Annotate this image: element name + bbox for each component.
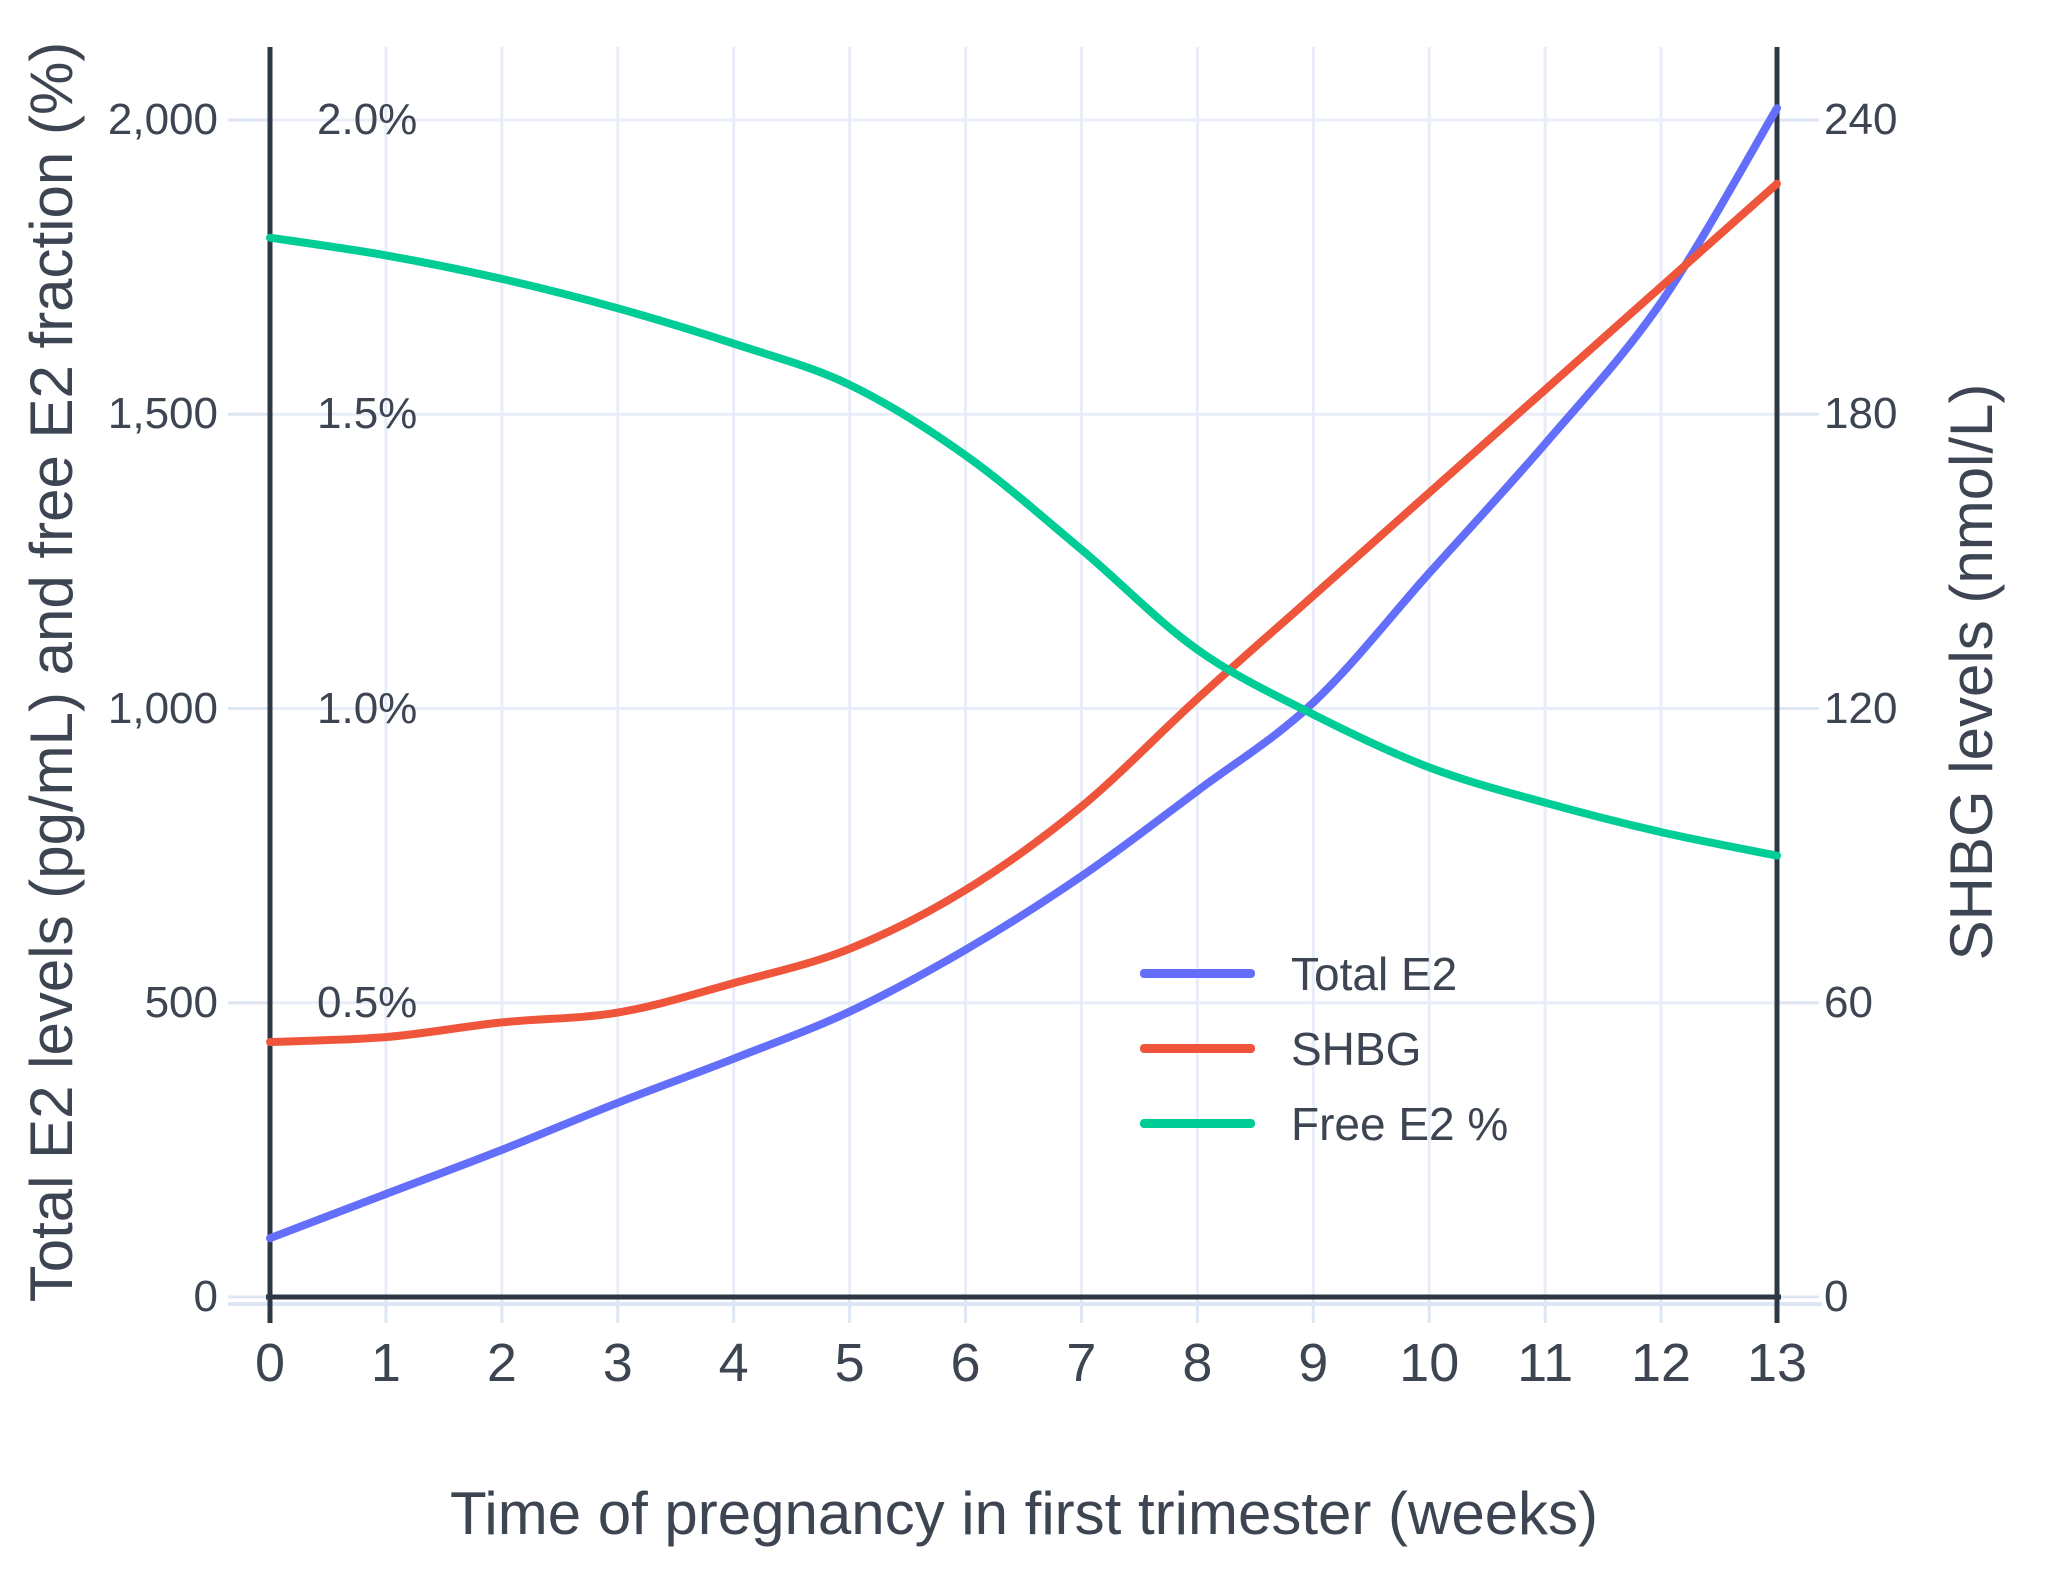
- y-percent-tick-label: 0.5%: [317, 977, 418, 1027]
- y-percent-tick-label: 1.5%: [317, 389, 418, 439]
- x-tick-label: 11: [1517, 1333, 1574, 1393]
- x-tick-label: 9: [1298, 1333, 1329, 1393]
- x-tick-label: 1: [370, 1333, 401, 1393]
- x-tick-label: 3: [602, 1333, 633, 1393]
- x-axis-title: Time of pregnancy in first trimester (we…: [449, 1480, 1599, 1547]
- x-tick-label: 13: [1746, 1333, 1808, 1393]
- y-percent-tick-label: 2.0%: [317, 95, 418, 144]
- legend-item[interactable]: SHBG: [1140, 1011, 1508, 1086]
- legend-item[interactable]: Total E2: [1140, 936, 1508, 1011]
- legend-swatch: [1140, 1044, 1255, 1053]
- legend-swatch: [1140, 969, 1255, 978]
- series-line-free-e2: [266, 233, 1781, 860]
- y-percent-tick-label: 1.0%: [317, 683, 418, 733]
- x-tick-label: 12: [1631, 1333, 1692, 1393]
- y-right-tick-label: 60: [1824, 977, 1873, 1027]
- y-left-tick-label: 500: [144, 977, 218, 1027]
- x-tick-label: 10: [1399, 1333, 1460, 1393]
- x-tick-label: 0: [254, 1333, 286, 1393]
- x-tick-label: 2: [486, 1333, 517, 1393]
- x-tick-label: 8: [1182, 1333, 1213, 1393]
- y-right-tick-label: 240: [1824, 95, 1898, 144]
- legend: Total E2 SHBG Free E2 %: [1140, 936, 1508, 1161]
- y-left-tick-label: 0: [193, 1272, 218, 1321]
- y-right-tick-label: 0: [1824, 1272, 1849, 1321]
- series-line-shbg: [266, 179, 1781, 1046]
- y-axis-right-title: SHBG levels (nmol/L): [1938, 383, 2005, 961]
- x-tick-label: 4: [718, 1333, 749, 1393]
- series-line-total-e2: [266, 104, 1781, 1243]
- y-axis-left-title: Total E2 levels (pg/mL) and free E2 frac…: [18, 41, 85, 1303]
- x-tick-label: 6: [950, 1333, 981, 1393]
- y-left-tick-label: 1,500: [107, 389, 218, 439]
- x-tick-label: 7: [1066, 1333, 1097, 1393]
- legend-label: Total E2: [1291, 947, 1458, 1000]
- x-tick-label: 5: [834, 1333, 865, 1393]
- y-left-tick-label: 1,000: [107, 683, 218, 733]
- legend-label: Free E2 %: [1291, 1097, 1509, 1150]
- legend-item[interactable]: Free E2 %: [1140, 1086, 1508, 1161]
- y-right-tick-label: 120: [1824, 683, 1898, 733]
- legend-swatch: [1140, 1119, 1255, 1128]
- y-left-tick-label: 2,000: [107, 95, 218, 144]
- y-right-tick-label: 180: [1824, 389, 1898, 439]
- legend-label: SHBG: [1291, 1022, 1422, 1075]
